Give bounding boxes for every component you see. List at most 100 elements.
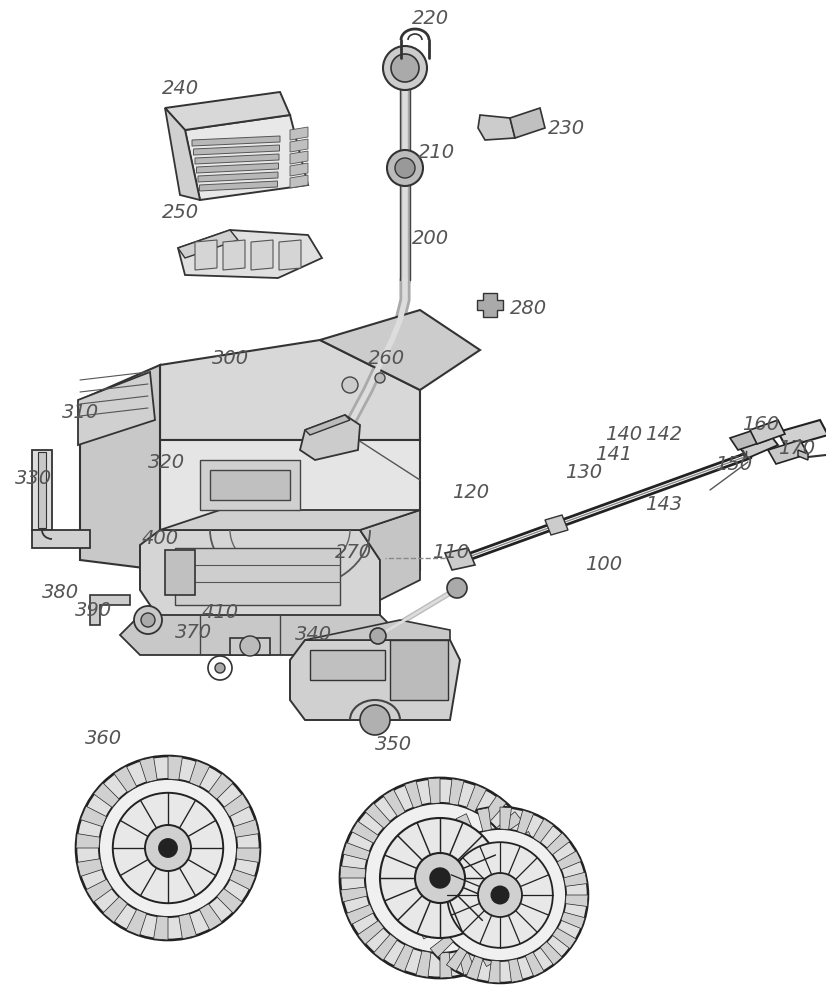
Polygon shape <box>305 620 450 640</box>
Polygon shape <box>510 896 537 913</box>
Polygon shape <box>197 163 278 173</box>
Circle shape <box>415 853 465 903</box>
Polygon shape <box>120 615 400 655</box>
Polygon shape <box>178 230 322 278</box>
Polygon shape <box>445 548 475 570</box>
Text: 130: 130 <box>565 462 602 482</box>
Polygon shape <box>525 952 544 976</box>
Polygon shape <box>365 803 390 828</box>
Polygon shape <box>80 365 160 570</box>
Polygon shape <box>103 897 127 922</box>
Polygon shape <box>198 172 278 182</box>
Circle shape <box>215 663 225 673</box>
Polygon shape <box>478 115 515 140</box>
Circle shape <box>340 778 540 978</box>
Polygon shape <box>80 806 107 827</box>
Polygon shape <box>506 832 534 851</box>
Polygon shape <box>290 640 460 720</box>
Polygon shape <box>424 841 448 862</box>
Polygon shape <box>32 530 90 548</box>
Text: 120: 120 <box>452 483 489 502</box>
Text: 380: 380 <box>42 582 79 601</box>
Polygon shape <box>189 761 210 787</box>
Polygon shape <box>140 757 157 782</box>
Circle shape <box>134 606 162 634</box>
Polygon shape <box>490 928 515 953</box>
Polygon shape <box>467 956 483 980</box>
Circle shape <box>145 825 191 871</box>
Circle shape <box>240 636 260 656</box>
Polygon shape <box>32 450 52 530</box>
Text: 210: 210 <box>418 142 455 161</box>
Polygon shape <box>730 428 768 450</box>
Polygon shape <box>778 420 826 447</box>
Text: 310: 310 <box>62 402 99 422</box>
Polygon shape <box>500 807 511 830</box>
Polygon shape <box>533 819 553 843</box>
Text: 250: 250 <box>162 202 199 222</box>
Polygon shape <box>165 550 195 595</box>
Polygon shape <box>446 947 467 971</box>
Polygon shape <box>501 913 529 935</box>
Circle shape <box>395 158 415 178</box>
Text: 360: 360 <box>85 728 122 748</box>
Text: 170: 170 <box>778 438 815 458</box>
Circle shape <box>447 578 467 598</box>
Polygon shape <box>234 820 259 837</box>
Text: 150: 150 <box>715 456 752 475</box>
Polygon shape <box>428 778 440 804</box>
Text: 350: 350 <box>375 736 412 754</box>
Polygon shape <box>290 163 308 176</box>
Polygon shape <box>38 452 46 528</box>
Circle shape <box>478 873 522 917</box>
Polygon shape <box>415 861 439 878</box>
Polygon shape <box>160 340 420 440</box>
Circle shape <box>447 842 553 948</box>
Polygon shape <box>475 940 496 967</box>
Polygon shape <box>513 854 539 869</box>
Polygon shape <box>467 784 487 812</box>
Polygon shape <box>290 151 308 164</box>
Polygon shape <box>419 920 443 939</box>
Polygon shape <box>558 851 582 870</box>
Text: 390: 390 <box>75 600 112 619</box>
Polygon shape <box>449 779 464 805</box>
Polygon shape <box>77 859 102 876</box>
Polygon shape <box>160 440 420 590</box>
Polygon shape <box>510 108 545 138</box>
Polygon shape <box>340 866 366 878</box>
Text: 230: 230 <box>548 118 585 137</box>
Circle shape <box>434 829 566 961</box>
Polygon shape <box>76 834 100 848</box>
Polygon shape <box>477 808 491 831</box>
Polygon shape <box>199 904 222 930</box>
Polygon shape <box>488 960 500 983</box>
Circle shape <box>141 613 155 627</box>
Polygon shape <box>223 240 245 270</box>
Polygon shape <box>515 878 540 890</box>
Polygon shape <box>768 440 808 464</box>
Polygon shape <box>358 921 384 944</box>
Polygon shape <box>373 934 397 960</box>
Text: 330: 330 <box>15 468 52 488</box>
Polygon shape <box>224 794 250 817</box>
Polygon shape <box>509 959 523 982</box>
Polygon shape <box>126 909 147 935</box>
Polygon shape <box>477 293 503 317</box>
Polygon shape <box>200 181 278 191</box>
Polygon shape <box>192 136 280 146</box>
Polygon shape <box>290 127 308 140</box>
Polygon shape <box>405 781 422 808</box>
Polygon shape <box>160 510 420 530</box>
Text: 141: 141 <box>595 446 632 464</box>
Polygon shape <box>251 240 273 270</box>
Polygon shape <box>540 942 563 965</box>
Polygon shape <box>216 889 242 913</box>
Polygon shape <box>165 92 290 130</box>
Circle shape <box>365 803 515 953</box>
Polygon shape <box>750 420 785 444</box>
Text: 160: 160 <box>742 416 779 434</box>
Circle shape <box>430 868 450 888</box>
Circle shape <box>380 818 500 938</box>
Polygon shape <box>300 415 360 460</box>
